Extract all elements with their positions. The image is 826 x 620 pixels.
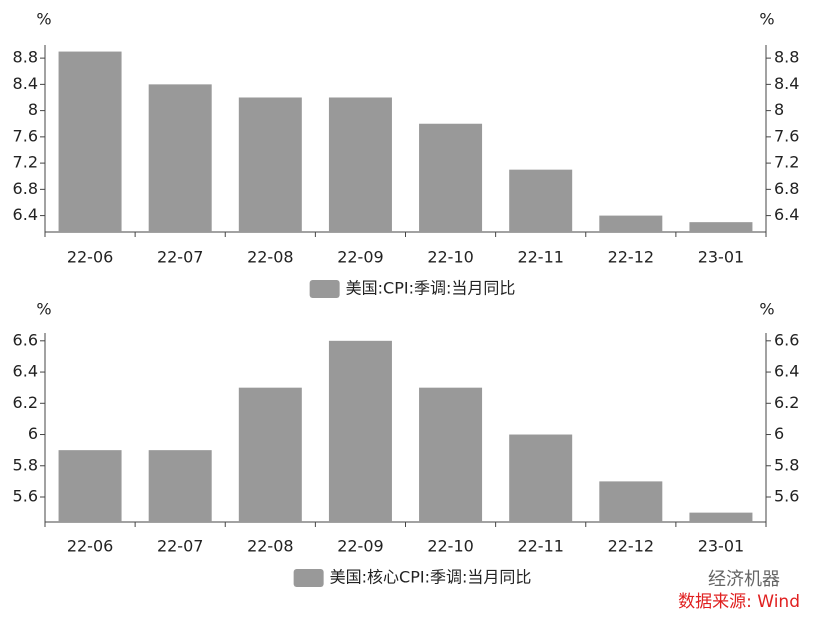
- y2-tick-label: 6.8: [774, 179, 799, 198]
- watermark: 经济机器: [708, 569, 780, 590]
- x-tick-label: 22-07: [157, 248, 204, 267]
- y-tick-label: 7.2: [13, 153, 38, 172]
- y2-axis-label: %: [759, 300, 774, 319]
- y2-tick-label: 8.8: [774, 48, 799, 67]
- bar: [509, 169, 573, 232]
- bar: [58, 450, 122, 522]
- x-tick-label: 22-09: [337, 537, 384, 556]
- x-tick-label: 22-12: [608, 248, 655, 267]
- x-tick-label: 22-06: [67, 537, 114, 556]
- y2-tick-label: 6.2: [774, 393, 799, 412]
- x-tick-label: 22-06: [67, 248, 114, 267]
- legend-label: 美国:CPI:季调:当月同比: [346, 279, 516, 298]
- bar: [148, 84, 212, 232]
- bar: [238, 387, 302, 522]
- x-tick-label: 22-11: [517, 537, 564, 556]
- bar: [419, 123, 483, 232]
- y2-tick-label: 8.4: [774, 74, 799, 93]
- y-tick-label: 5.6: [13, 487, 38, 506]
- bar: [328, 340, 392, 522]
- y-tick-label: 6.6: [13, 330, 38, 349]
- x-tick-label: 22-08: [247, 248, 294, 267]
- y-axis-label: %: [36, 300, 51, 319]
- y-tick-label: 8.8: [13, 48, 38, 67]
- y-tick-label: 6.4: [13, 362, 38, 381]
- y-tick-label: 6.4: [13, 205, 38, 224]
- bar: [689, 222, 753, 232]
- y-tick-label: 8: [28, 100, 38, 119]
- x-tick-label: 23-01: [698, 537, 745, 556]
- source: 数据来源: Wind: [678, 592, 800, 612]
- bar: [599, 215, 663, 232]
- y-tick-label: 5.8: [13, 455, 38, 474]
- x-tick-label: 22-09: [337, 248, 384, 267]
- legend-swatch: [293, 569, 324, 587]
- bar: [689, 512, 753, 522]
- bar: [419, 387, 483, 522]
- bar: [58, 51, 122, 233]
- x-tick-label: 23-01: [698, 248, 745, 267]
- y-tick-label: 7.6: [13, 126, 38, 145]
- y-tick-label: 6.2: [13, 393, 38, 412]
- y2-tick-label: 6.4: [774, 205, 799, 224]
- y2-axis-label: %: [759, 10, 774, 29]
- y2-tick-label: 7.2: [774, 153, 799, 172]
- x-tick-label: 22-12: [608, 537, 655, 556]
- y-axis-label: %: [36, 10, 51, 29]
- y2-tick-label: 5.8: [774, 455, 799, 474]
- y-tick-label: 8.4: [13, 74, 38, 93]
- y2-tick-label: 8: [774, 100, 784, 119]
- bar: [238, 97, 302, 232]
- x-tick-label: 22-07: [157, 537, 204, 556]
- x-tick-label: 22-10: [427, 537, 474, 556]
- y2-tick-label: 7.6: [774, 126, 799, 145]
- y2-tick-label: 6.6: [774, 330, 799, 349]
- bar: [148, 450, 212, 522]
- x-tick-label: 22-08: [247, 537, 294, 556]
- y2-tick-label: 6: [774, 424, 784, 443]
- bar: [328, 97, 392, 232]
- legend-label: 美国:核心CPI:季调:当月同比: [330, 568, 532, 587]
- y2-tick-label: 6.4: [774, 362, 799, 381]
- bar: [599, 481, 663, 522]
- y-tick-label: 6.8: [13, 179, 38, 198]
- x-tick-label: 22-10: [427, 248, 474, 267]
- y2-tick-label: 5.6: [774, 487, 799, 506]
- bar: [509, 434, 573, 522]
- legend-swatch: [309, 280, 340, 298]
- x-tick-label: 22-11: [517, 248, 564, 267]
- y-tick-label: 6: [28, 424, 38, 443]
